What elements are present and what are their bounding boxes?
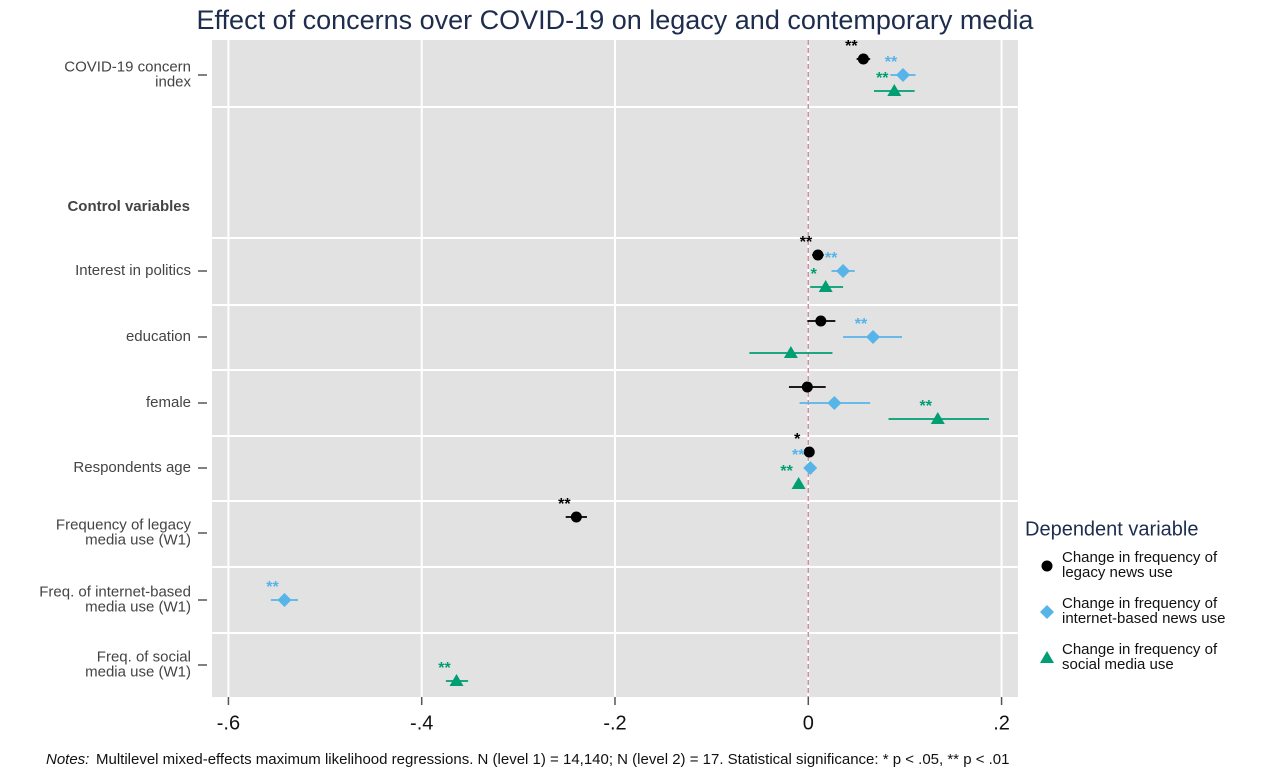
legend-label: Change in frequency of internet-based ne… — [1062, 596, 1226, 627]
point — [783, 346, 798, 358]
section-label: Control variables — [67, 198, 190, 215]
notes: Multilevel mixed-effects maximum likelih… — [96, 751, 1009, 768]
x-tick-label: -.4 — [410, 712, 433, 734]
legend-entry: Change in frequency of internet-based ne… — [1062, 596, 1226, 627]
significance-label: ** — [920, 398, 933, 415]
legend-entry: Change in frequency of legacy news use — [1062, 550, 1218, 581]
x-tick-label: -.2 — [603, 712, 626, 734]
point — [887, 84, 902, 96]
significance-label: * — [794, 431, 801, 448]
y-tick-label: Interest in politics — [75, 262, 191, 279]
significance-label: ** — [558, 496, 571, 513]
point — [801, 381, 813, 393]
significance-label: ** — [800, 234, 813, 251]
point — [791, 477, 806, 489]
y-tick-label: Freq. of social — [97, 648, 191, 665]
point — [449, 674, 464, 686]
significance-label: ** — [792, 447, 805, 464]
point — [803, 461, 818, 475]
point — [277, 593, 292, 607]
legend-entry: Change in frequency of social media use — [1062, 642, 1218, 673]
legend-label: Change in frequency of legacy news use — [1062, 550, 1218, 581]
point — [815, 315, 827, 327]
y-tick-label: Freq. of internet-based — [39, 583, 191, 600]
significance-label: ** — [438, 660, 451, 677]
y-tick-label: Respondents age — [73, 459, 191, 476]
point — [836, 264, 851, 278]
y-tick-label: Frequency of legacy — [56, 516, 192, 533]
legend-marker — [1040, 605, 1054, 619]
significance-label: ** — [780, 463, 793, 480]
point — [827, 396, 842, 410]
x-tick-label: 0 — [803, 712, 814, 734]
y-tick-label: COVID-19 concern — [64, 58, 191, 75]
point — [803, 446, 815, 458]
point — [818, 280, 833, 292]
legend-marker — [1040, 651, 1054, 663]
significance-label: ** — [845, 38, 858, 55]
y-tick-label: index — [155, 73, 191, 90]
legend-title: Dependent variable — [1025, 518, 1198, 540]
significance-label: * — [811, 266, 818, 283]
chart-title: Effect of concerns over COVID-19 on lega… — [197, 5, 1035, 35]
significance-label: ** — [855, 316, 868, 333]
legend-marker — [1041, 560, 1053, 572]
y-tick-label: media use (W1) — [85, 598, 191, 615]
y-tick-label: education — [126, 328, 191, 345]
y-tick-label: media use (W1) — [85, 663, 191, 680]
significance-label: ** — [876, 70, 889, 87]
notes-label: Notes: — [46, 751, 89, 768]
point — [895, 68, 910, 82]
point — [812, 249, 824, 261]
significance-label: ** — [885, 54, 898, 71]
point — [857, 53, 869, 65]
point — [866, 330, 881, 344]
significance-label: ** — [825, 250, 838, 267]
y-tick-label: female — [146, 394, 191, 411]
legend-label: Change in frequency of social media use — [1062, 642, 1218, 673]
x-tick-label: -.6 — [217, 712, 240, 734]
y-tick-label: media use (W1) — [85, 531, 191, 548]
point — [570, 511, 582, 523]
significance-label: ** — [266, 579, 279, 596]
x-tick-label: .2 — [993, 712, 1010, 734]
point — [930, 412, 945, 424]
